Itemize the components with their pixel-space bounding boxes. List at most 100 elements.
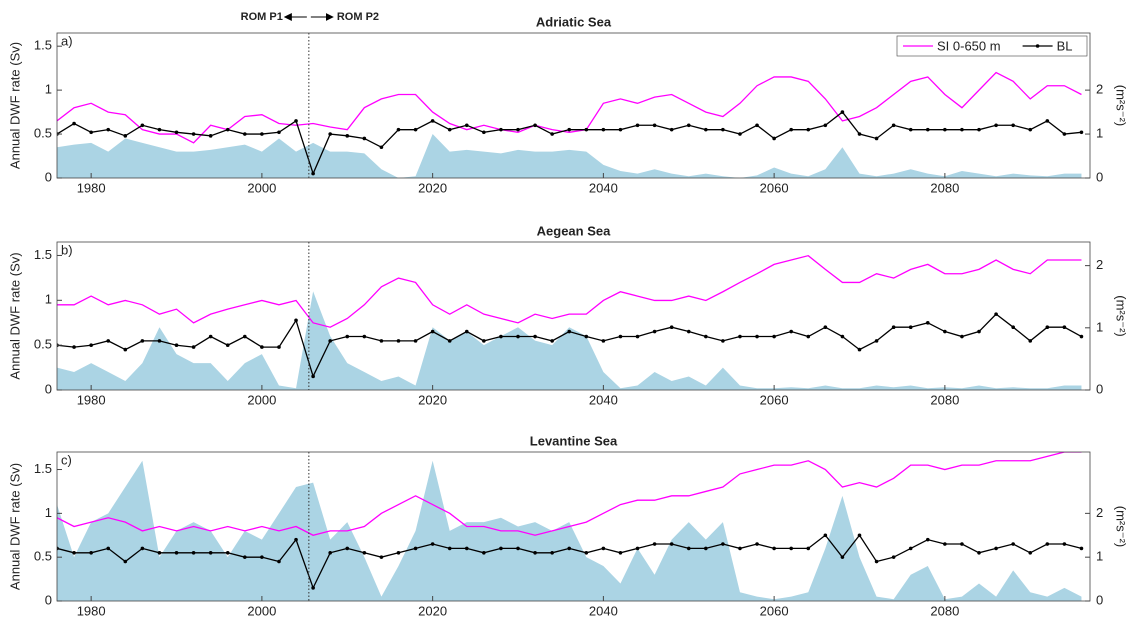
bl-marker — [243, 334, 247, 339]
plot-frame — [56, 451, 1091, 602]
y-tick-label: 0.5 — [34, 125, 52, 140]
panel-label: b) — [61, 242, 73, 257]
bl-marker — [994, 123, 998, 128]
bl-marker — [533, 334, 537, 339]
panel-label: c) — [61, 452, 72, 467]
x-tick-label: 2000 — [247, 603, 276, 618]
bl-marker — [243, 132, 247, 136]
bl-marker — [123, 134, 128, 138]
x-tick-label: 2020 — [418, 603, 447, 618]
y-tick-label: 1.5 — [34, 461, 52, 476]
bl-marker — [208, 550, 213, 555]
bl-marker — [482, 130, 486, 135]
bl-marker — [652, 123, 657, 128]
x-tick-label: 2040 — [589, 603, 618, 618]
bl-marker — [516, 127, 520, 132]
bl-marker — [260, 555, 264, 559]
bl-marker — [977, 127, 981, 132]
bl-marker — [89, 343, 93, 348]
bl-marker — [123, 347, 128, 352]
x-tick-label: 2000 — [247, 392, 276, 407]
bl-marker — [669, 542, 674, 546]
bl-marker — [191, 345, 196, 349]
bl-marker — [618, 127, 623, 132]
bl-marker — [721, 339, 725, 343]
bl-marker — [447, 127, 452, 132]
bl-marker — [57, 546, 59, 551]
bl-marker — [908, 127, 913, 132]
bl-marker — [704, 127, 708, 132]
bl-marker — [430, 542, 435, 546]
bl-marker — [772, 546, 776, 551]
y-axis-label: Annual DWF rate (Sv) — [7, 42, 22, 169]
bl-marker — [840, 110, 845, 114]
bl-marker — [1028, 550, 1033, 555]
bl-marker — [738, 334, 742, 339]
bl-marker — [789, 546, 793, 551]
x-tick-label: 2060 — [760, 180, 789, 195]
bl-marker — [311, 374, 315, 379]
bl-marker — [225, 127, 230, 132]
bl-marker — [430, 119, 435, 123]
bl-marker — [208, 334, 213, 339]
bl-marker — [482, 550, 486, 555]
bl-marker — [396, 127, 401, 132]
series-line — [57, 254, 1082, 328]
x-tick-label: 1980 — [77, 392, 106, 407]
y2-tick-label: 1 — [1096, 125, 1103, 140]
y-axis-label: Annual DWF rate (Sv) — [7, 252, 22, 379]
bl-marker — [857, 533, 862, 538]
bl-marker — [925, 537, 930, 542]
bl-marker — [652, 329, 657, 334]
bl-marker — [874, 559, 879, 564]
bl-marker — [721, 542, 725, 546]
dwf-area — [57, 291, 1082, 390]
bl-marker — [379, 339, 384, 343]
bl-marker — [755, 123, 759, 128]
bl-marker — [550, 550, 554, 555]
bl-marker — [686, 546, 691, 551]
bl-marker — [294, 537, 298, 542]
x-tick-label: 2060 — [760, 603, 789, 618]
bl-marker — [908, 325, 913, 329]
bl-marker — [345, 546, 350, 551]
bl-marker — [823, 123, 828, 128]
plot — [57, 254, 1084, 390]
y-tick-label: 1 — [45, 505, 52, 520]
bl-marker — [1011, 542, 1015, 546]
panel-title: Levantine Sea — [530, 433, 618, 448]
bl-marker — [635, 334, 640, 339]
bl-marker — [874, 339, 879, 343]
bl-marker — [1079, 546, 1084, 551]
annotation: ROM P1 — [241, 11, 283, 23]
bl-marker — [379, 145, 384, 150]
bl-marker — [72, 345, 76, 349]
bl-marker — [772, 334, 776, 339]
bl-marker — [277, 130, 281, 135]
bl-marker — [533, 123, 537, 128]
y2-tick-label: 0 — [1096, 381, 1103, 396]
bl-marker — [106, 546, 111, 551]
x-tick-label: 2040 — [589, 180, 618, 195]
bl-marker — [208, 134, 213, 138]
y2-tick-label: 2 — [1096, 257, 1103, 272]
bl-marker — [567, 127, 572, 132]
bl-marker — [1028, 339, 1033, 343]
bl-marker — [447, 339, 452, 343]
bl-marker — [413, 339, 418, 343]
panel-title: Adriatic Sea — [536, 14, 612, 29]
bl-marker — [1045, 542, 1050, 546]
bl-marker — [977, 550, 981, 555]
bl-marker — [464, 546, 469, 551]
bl-marker — [106, 339, 111, 343]
bl-marker — [89, 130, 93, 135]
bl-marker — [669, 325, 674, 329]
bl-marker — [225, 343, 230, 348]
y-tick-label: 0 — [45, 169, 52, 184]
bl-marker — [1011, 325, 1015, 329]
bl-marker — [618, 550, 623, 555]
dwf-area — [57, 460, 1082, 601]
bl-marker — [635, 546, 640, 551]
bl-marker — [943, 542, 947, 546]
